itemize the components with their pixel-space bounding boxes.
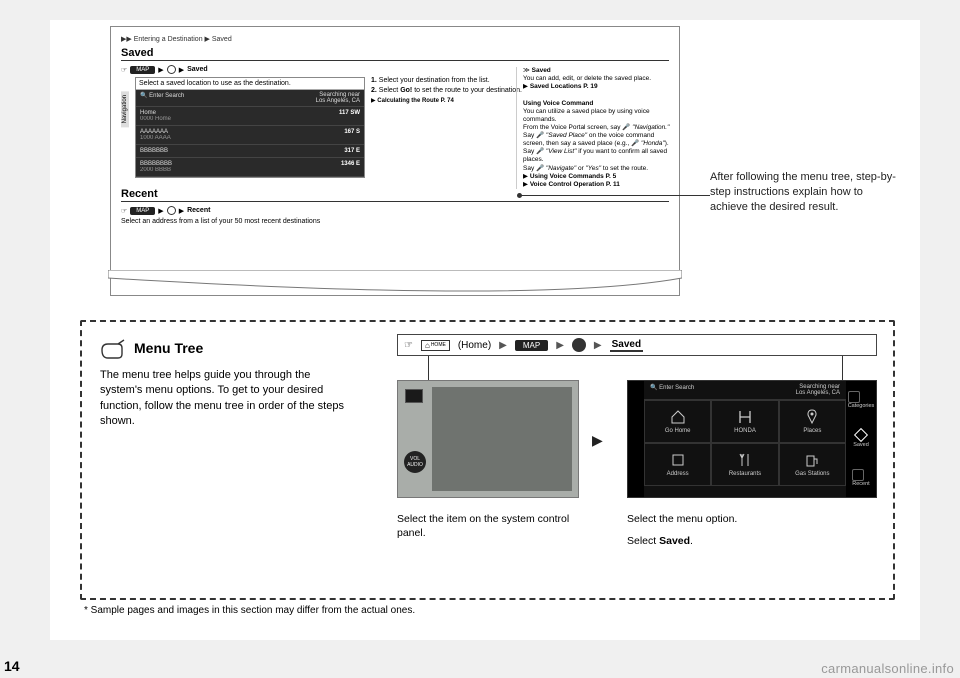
menu-tree-desc: The menu tree helps guide you through th… [100,368,350,430]
recent-label: Recent [187,207,210,214]
grid-cell-address: Address [644,443,711,486]
nav-dial-icon [167,206,176,215]
fork-icon [737,452,753,468]
gas-icon [804,452,820,468]
voice-line: From the Voice Portal screen, say 🎤 "Nav… [523,124,671,132]
pointing-hand-icon [100,336,128,360]
breadcrumb: ▶▶ Entering a Destination ▶ Saved [121,35,669,43]
nav-screen: 🔍 Enter Search Searching near Los Angele… [136,90,364,177]
volume-knob: VOL AUDIO [404,451,426,473]
nav-dial-icon [167,65,176,74]
callout-leader-line [520,195,710,196]
menu-caption-line1: Select the menu option. [627,512,867,528]
voice-ref: ▶ Voice Control Operation P. 11 [523,181,671,189]
right-item-saved: Saved [853,430,869,448]
list-item: BBBBBBBB2000 BBBB 1346 E [136,158,364,177]
grid-cell-gas: Gas Stations [779,443,846,486]
map-chip: MAP [515,340,548,351]
step-1: 1. Select your destination from the list… [371,77,531,84]
saved-steps: 1. Select your destination from the list… [371,77,531,178]
saved-left-col: Select a saved location to use as the de… [135,77,365,178]
voice-ref: ▶ Using Voice Commands P. 5 [523,173,671,181]
watermark: carmanualsonline.info [821,661,954,676]
search-row: 🔍 Enter Search Searching near Los Angele… [136,90,364,107]
grid-cell-honda: HONDA [711,400,778,443]
voice-line: You can utilize a saved place by using v… [523,108,671,124]
menu-display-illustration: 🔍 Enter Search Searching near Los Angele… [627,380,877,498]
chevron-icon: ▶ [158,66,163,74]
voice-line: Say 🎤 "View List" if you want to confirm… [523,148,671,164]
page-number: 14 [4,658,20,674]
hand-icon: ☞ [121,66,127,74]
menu-caption: Select the menu option. Select Saved. [627,512,867,550]
page: ▶▶ Entering a Destination ▶ Saved Saved … [50,20,920,640]
cross-ref: ▶ Calculating the Route P. 74 [371,97,531,104]
menu-caption-line2: Select Saved. [627,534,867,550]
home-icon: ⌂ [425,341,430,350]
home-label: (Home) [458,340,491,351]
right-item: Categories [848,391,875,409]
control-panel-illustration: VOL AUDIO [397,380,579,498]
home-chip-label: HOME [431,342,446,348]
map-chip: MAP [130,207,155,215]
home-chip: ⌂ HOME [421,340,450,351]
voice-line: Say 🎤 "Navigate" or "Yes" to set the rou… [523,165,671,173]
search-field: 🔍 Enter Search [650,384,694,396]
voice-ref: ▶ Saved Locations P. 19 [523,83,671,91]
menu-grid: Go Home HONDA Places Address Restaurants [644,400,846,486]
pin-icon [804,409,820,425]
nav-dial-icon [572,338,586,352]
menu-tree-box: Menu Tree The menu tree helps guide you … [80,320,895,600]
map-chip: MAP [130,66,155,74]
grid-cell-places: Places [779,400,846,443]
menu-tree-path: ☞ ⌂ HOME (Home) ▶ MAP ▶ ▶ Saved [397,334,877,356]
callout-text: After following the menu tree, step-by-s… [710,170,900,215]
search-placeholder: 🔍 Enter Search [140,92,184,104]
right-item: Recent [852,469,869,487]
manual-excerpt-box: ▶▶ Entering a Destination ▶ Saved Saved … [110,26,680,296]
menu-tree-title: Menu Tree [134,340,203,356]
hand-icon: ☞ [121,207,127,215]
address-icon [670,452,686,468]
mini-breadcrumb-recent: ☞ MAP ▶ ▶ Recent [121,206,669,215]
search-near: Searching near Los Angeles, CA [796,384,840,396]
chevron-icon: ▶ [499,340,507,351]
saved-label: Saved [187,66,208,73]
grid-cell-gohome: Go Home [644,400,711,443]
saved-heading: Saved [121,47,669,61]
recent-desc: Select an address from a list of your 50… [121,218,669,225]
chevron-icon: ▶ [158,207,163,215]
list-item: BBBBBBB 317 E [136,145,364,158]
voice-heading: Using Voice Command [523,100,671,108]
chevron-icon: ▶ [179,207,184,215]
chevron-icon: ▶ [179,66,184,74]
blank-screen [432,387,572,491]
left-strip [628,381,644,497]
panel-caption: Select the item on the system control pa… [397,512,587,540]
hand-icon: ☞ [404,340,413,351]
voice-sidebar: ≫ Saved You can add, edit, or delete the… [516,67,671,189]
list-item: AAAAAAA1000 AAAA 167 S [136,126,364,145]
menu-search-row: 🔍 Enter Search Searching near Los Angele… [644,381,846,400]
footnote: * Sample pages and images in this sectio… [84,605,415,616]
honda-icon [737,409,753,425]
saved-hint: Select a saved location to use as the de… [136,78,364,90]
chevron-icon: ▶ [556,340,564,351]
list-item: Home0000 Home 117 SW [136,107,364,126]
saved-label: Saved [610,339,643,352]
home-icon [670,409,686,425]
navigation-tab: Navigation [121,91,129,127]
chevron-icon: ▶ [594,340,602,351]
grid-cell-restaurants: Restaurants [711,443,778,486]
voice-line: You can add, edit, or delete the saved p… [523,75,671,83]
home-button-illustration [405,389,423,403]
step-2: 2. Select Go! to set the route to your d… [371,87,531,94]
search-near: Searching near Los Angeles, CA [316,92,360,104]
recent-block: Recent ☞ MAP ▶ ▶ Recent Select an addres… [121,188,669,225]
menu-right-strip: Categories Saved Recent [846,381,876,497]
voice-line: Say 🎤 "Saved Place" on the voice command… [523,132,671,148]
chevron-icon: ▶ [592,432,603,449]
